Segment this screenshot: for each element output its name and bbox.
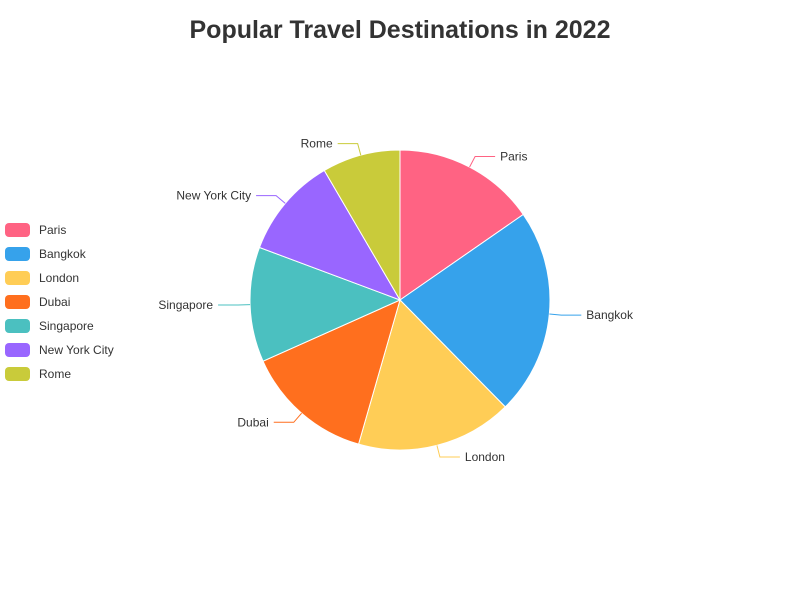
legend-item-bangkok[interactable]: Bangkok xyxy=(5,242,165,266)
legend-label-london: London xyxy=(39,271,80,285)
slice-label-dubai: Dubai xyxy=(237,415,268,429)
label-line-bangkok xyxy=(549,313,582,316)
legend-label-bangkok: Bangkok xyxy=(39,247,86,261)
slice-label-rome: Rome xyxy=(301,137,333,151)
slice-label-paris: Paris xyxy=(500,149,527,163)
legend-swatch-singapore xyxy=(5,319,30,333)
label-line-rome xyxy=(337,143,362,156)
legend-swatch-paris xyxy=(5,223,30,237)
legend-label-rome: Rome xyxy=(39,367,72,381)
legend-swatch-london xyxy=(5,271,30,285)
legend-swatch-bangkok xyxy=(5,247,30,261)
pie-slice-new-york-city[interactable] xyxy=(258,169,402,301)
pie-slice-bangkok[interactable] xyxy=(399,213,551,408)
legend-item-singapore[interactable]: Singapore xyxy=(5,314,165,338)
label-line-dubai xyxy=(273,412,302,423)
legend-item-dubai[interactable]: Dubai xyxy=(5,290,165,314)
pie-slice-dubai[interactable] xyxy=(262,299,401,445)
pie-slice-rome[interactable] xyxy=(323,149,401,302)
slice-label-new-york-city: New York City xyxy=(176,189,251,203)
pie-slice-singapore[interactable] xyxy=(249,246,402,362)
legend-swatch-rome xyxy=(5,367,30,381)
legend-label-paris: Paris xyxy=(39,223,67,237)
legend-label-singapore: Singapore xyxy=(39,319,94,333)
legend-item-new-york-city[interactable]: New York City xyxy=(5,338,165,362)
label-line-paris xyxy=(469,155,496,168)
slice-label-singapore: Singapore xyxy=(158,298,213,312)
legend-swatch-dubai xyxy=(5,295,30,309)
label-line-london xyxy=(436,445,460,458)
slice-label-bangkok: Bangkok xyxy=(586,308,634,322)
slice-label-london: London xyxy=(465,450,505,464)
legend-item-london[interactable]: London xyxy=(5,266,165,290)
legend-label-new-york-city: New York City xyxy=(39,343,114,357)
legend-item-paris[interactable]: Paris xyxy=(5,218,165,242)
chart-title: Popular Travel Destinations in 2022 xyxy=(189,16,611,44)
label-line-new-york-city xyxy=(256,195,286,204)
pie-slice-paris[interactable] xyxy=(399,149,524,301)
legend-label-dubai: Dubai xyxy=(39,295,71,309)
legend-swatch-new-york-city xyxy=(5,343,30,357)
legend: Paris Bangkok London Dubai Singapore New York… xyxy=(5,218,165,386)
legend-item-rome[interactable]: Rome xyxy=(5,362,165,386)
